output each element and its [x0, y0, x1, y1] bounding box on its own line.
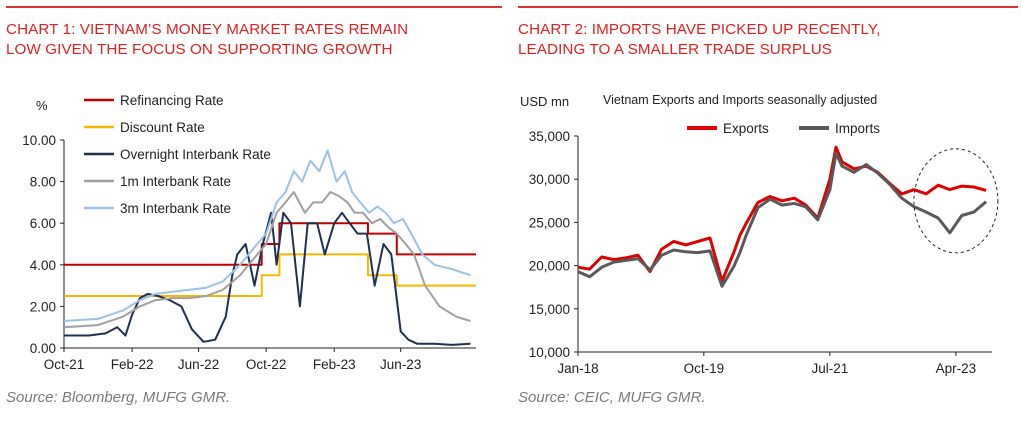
- legend-label-overnight-interbank-rate: Overnight Interbank Rate: [120, 147, 271, 162]
- chart2-panel: CHART 2: IMPORTS HAVE PICKED UP RECENTLY…: [512, 0, 1022, 421]
- x-tick-label: Oct-22: [246, 357, 287, 372]
- series-line-exports: [577, 145, 987, 283]
- y-tick-label: 4.00: [30, 258, 56, 273]
- y-tick-label: 35,000: [529, 129, 570, 144]
- chart1-title-line1: CHART 1: VIETNAM’S MONEY MARKET RATES RE…: [6, 21, 409, 38]
- chart2-plot: USD mn Vietnam Exports and Imports seaso…: [520, 93, 999, 376]
- y-tick-label: 30,000: [529, 172, 570, 187]
- series-line-discount-rate: [64, 253, 476, 297]
- x-tick-label: Jul-21: [811, 361, 848, 376]
- x-tick-label: Feb-23: [313, 357, 356, 372]
- y-tick-label: 20,000: [529, 259, 570, 274]
- series-line-overnight-interbank-rate: [64, 211, 471, 346]
- legend-label-refinancing-rate: Refinancing Rate: [120, 93, 224, 108]
- y-tick-label: 8.00: [30, 175, 56, 190]
- chart1-panel: CHART 1: VIETNAM’S MONEY MARKET RATES RE…: [0, 0, 506, 421]
- legend-label-3m-interbank-rate: 3m Interbank Rate: [120, 201, 231, 216]
- chart1-title: CHART 1: VIETNAM’S MONEY MARKET RATES RE…: [6, 20, 500, 60]
- x-tick-label: Oct-21: [44, 357, 85, 372]
- chart2-source: Source: CEIC, MUFG GMR.: [518, 389, 706, 406]
- series-line-imports: [577, 151, 988, 288]
- series-line-1m-interbank-rate: [63, 191, 471, 329]
- y-tick-label: 2.00: [30, 299, 56, 314]
- legend-label-1m-interbank-rate: 1m Interbank Rate: [120, 174, 231, 189]
- chart1-plot: % 0.00 2.00 4.00 6.00 8.00 10.00 Oct-21 Feb-22 J…: [22, 93, 476, 372]
- x-tick-label: Jun-22: [178, 357, 219, 372]
- chart2-top-rule: [518, 6, 1018, 8]
- chart1-title-line2: LOW GIVEN THE FOCUS ON SUPPORTING GROWTH: [6, 41, 393, 58]
- y-tick-label: 0.00: [30, 341, 56, 356]
- x-tick-label: Oct-19: [684, 361, 725, 376]
- legend-label-discount-rate: Discount Rate: [120, 120, 205, 135]
- chart1-source: Source: Bloomberg, MUFG GMR.: [6, 389, 231, 406]
- y-tick-label: 6.00: [30, 216, 56, 231]
- chart2-subtitle: Vietnam Exports and Imports seasonally a…: [603, 93, 877, 107]
- y-tick-label: 25,000: [529, 215, 570, 230]
- x-tick-label: Feb-22: [111, 357, 154, 372]
- series-line-3m-interbank-rate: [63, 149, 471, 322]
- chart2-title: CHART 2: IMPORTS HAVE PICKED UP RECENTLY…: [518, 20, 1016, 60]
- chart2-title-line1: CHART 2: IMPORTS HAVE PICKED UP RECENTLY…: [518, 21, 881, 38]
- x-tick-label: Jan-18: [557, 361, 598, 376]
- legend-label-imports: Imports: [835, 121, 880, 136]
- legend-label-exports: Exports: [723, 121, 769, 136]
- chart1-unit-label: %: [36, 98, 48, 113]
- x-tick-label: Jun-23: [380, 357, 421, 372]
- annotation-ellipse: [913, 148, 999, 254]
- x-tick-label: Apr-23: [936, 361, 977, 376]
- y-tick-label: 10,000: [529, 345, 570, 360]
- chart2-unit-label: USD mn: [520, 94, 569, 109]
- y-tick-label: 15,000: [529, 302, 570, 317]
- y-tick-label: 10.00: [22, 133, 56, 148]
- chart2-title-line2: LEADING TO A SMALLER TRADE SURPLUS: [518, 41, 833, 58]
- chart1-top-rule: [6, 6, 502, 8]
